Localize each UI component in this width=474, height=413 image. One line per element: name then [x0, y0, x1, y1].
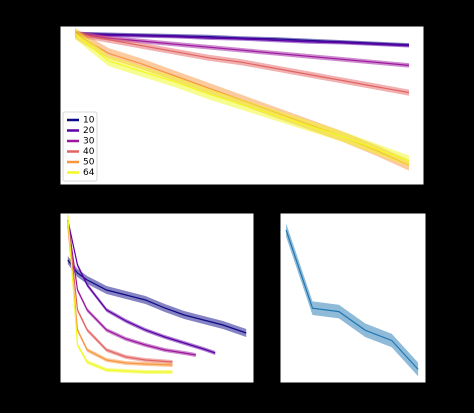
- error-band: [75, 31, 409, 68]
- series-line: [74, 33, 410, 162]
- legend-label: 50: [83, 158, 95, 168]
- legend-label: 20: [83, 126, 95, 136]
- series-line: [285, 229, 419, 370]
- legend-label: 30: [83, 137, 95, 147]
- legend-label: 40: [83, 147, 95, 157]
- series-line: [67, 214, 173, 373]
- legend-label: 10: [83, 116, 95, 126]
- error-band: [67, 256, 247, 337]
- series-line: [74, 33, 410, 94]
- plot-area: [59, 212, 255, 384]
- series-line: [67, 219, 173, 363]
- legend-label: 64: [83, 168, 95, 178]
- error-band: [75, 30, 409, 96]
- series-line: [67, 224, 173, 366]
- series-line: [74, 33, 410, 47]
- series-line: [67, 219, 216, 354]
- series-line: [74, 33, 410, 66]
- series-line: [67, 219, 196, 356]
